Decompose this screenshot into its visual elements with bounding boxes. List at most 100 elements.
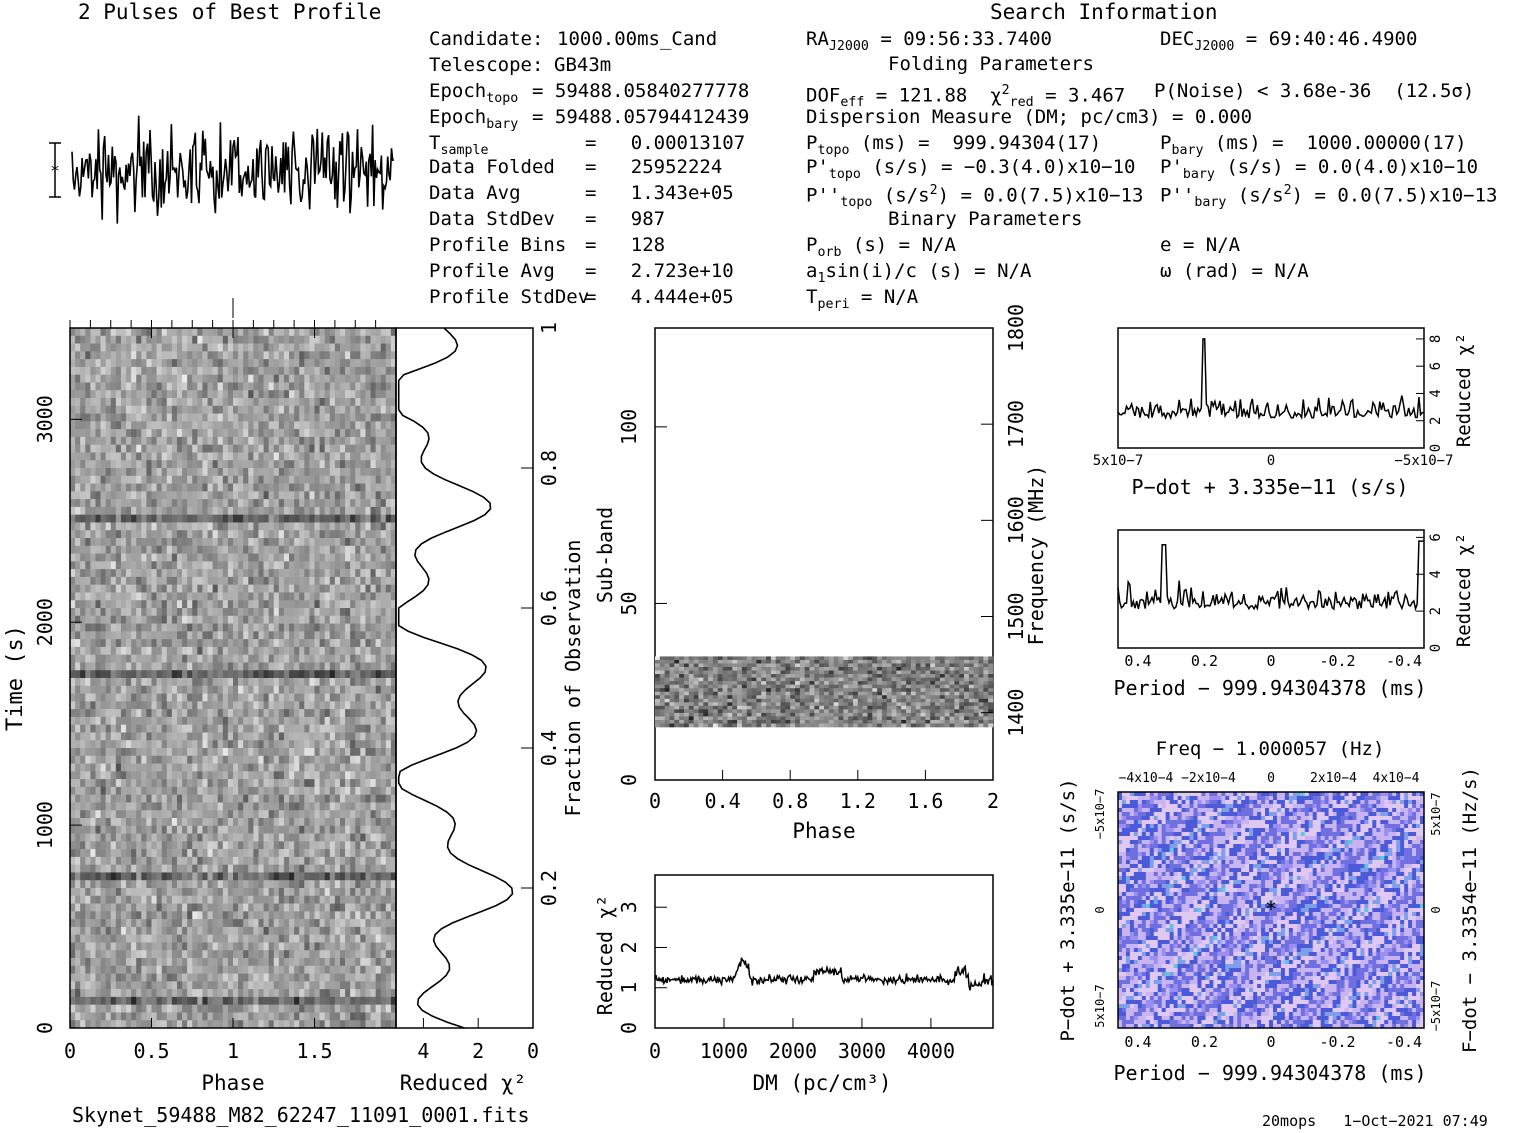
tp-cell bbox=[182, 499, 188, 508]
tp-cell bbox=[95, 631, 101, 640]
tp-cell bbox=[304, 584, 310, 593]
tp-cell bbox=[100, 919, 106, 928]
tp-cell bbox=[385, 538, 392, 547]
tp-cell bbox=[161, 398, 168, 407]
tp-cell bbox=[197, 615, 203, 624]
tp-cell bbox=[227, 716, 234, 725]
tp-cell bbox=[339, 576, 346, 585]
tp-cell bbox=[146, 499, 152, 508]
tp-cell bbox=[238, 335, 244, 344]
tp-cell bbox=[329, 670, 336, 679]
tp-cell bbox=[263, 615, 269, 624]
tp-cell bbox=[319, 631, 325, 640]
tp-cell bbox=[151, 545, 157, 554]
tp-cell bbox=[120, 849, 127, 858]
tp-cell bbox=[233, 833, 239, 842]
tp-cell bbox=[253, 779, 259, 788]
tp-cell bbox=[156, 895, 162, 904]
tp-cell bbox=[141, 818, 147, 827]
tp-cell bbox=[334, 398, 341, 407]
tp-cell bbox=[370, 514, 376, 523]
tp-cell bbox=[70, 631, 76, 640]
tp-cell bbox=[304, 841, 310, 850]
tp-cell bbox=[268, 888, 275, 897]
tp-cell bbox=[299, 444, 305, 453]
tp-cell bbox=[166, 366, 173, 375]
tp-cell bbox=[253, 545, 259, 554]
tp-cell bbox=[243, 576, 249, 585]
tp-cell bbox=[329, 335, 336, 344]
tp-cell bbox=[141, 553, 147, 562]
info-value: = 1.343e+05 bbox=[585, 182, 734, 204]
tp-cell bbox=[131, 833, 137, 842]
tp-cell bbox=[192, 600, 198, 609]
tp-cell bbox=[131, 335, 137, 344]
tp-cell bbox=[227, 506, 234, 515]
tp-cell bbox=[202, 670, 208, 679]
tp-cell bbox=[355, 833, 361, 842]
pdbary-line: P'bary (s/s) = 0.0(4.0)x10−10 bbox=[1160, 156, 1479, 182]
tp-cell bbox=[253, 382, 259, 391]
tp-cell bbox=[314, 693, 320, 702]
tp-cell bbox=[212, 398, 219, 407]
tp-cell bbox=[171, 351, 178, 360]
tp-cell bbox=[95, 483, 101, 492]
tp-cell bbox=[80, 888, 86, 897]
tp-cell bbox=[105, 864, 112, 873]
tp-cell bbox=[105, 639, 112, 648]
tp-cell bbox=[141, 755, 147, 764]
tp-cell bbox=[212, 366, 219, 375]
tp-cell bbox=[100, 849, 106, 858]
tp-cell bbox=[217, 343, 224, 352]
tp-cell bbox=[309, 670, 315, 679]
tp-cell bbox=[136, 468, 142, 477]
tp-cell bbox=[131, 724, 137, 733]
tp-cell bbox=[339, 755, 346, 764]
tp-cell bbox=[136, 693, 142, 702]
tp-cell bbox=[263, 755, 269, 764]
tp-cell bbox=[80, 576, 86, 585]
tp-cell bbox=[370, 833, 376, 842]
tp-cell bbox=[299, 701, 305, 710]
tp-cell bbox=[90, 693, 96, 702]
tp-cell bbox=[227, 740, 234, 749]
tp-cell bbox=[105, 833, 112, 842]
tp-cell bbox=[141, 678, 147, 687]
tp-cell bbox=[207, 849, 213, 858]
tp-cell bbox=[385, 491, 392, 500]
tp-cell bbox=[156, 530, 162, 539]
tp-cell bbox=[319, 786, 325, 795]
tp-cell bbox=[192, 701, 198, 710]
tp-cell bbox=[289, 452, 295, 461]
tp-cell bbox=[360, 732, 366, 741]
tp-cell bbox=[227, 701, 234, 710]
tp-cell bbox=[258, 413, 264, 422]
tp-cell bbox=[212, 716, 219, 725]
tp-cell bbox=[238, 545, 244, 554]
tp-cell bbox=[238, 670, 244, 679]
tp-cell bbox=[248, 880, 254, 889]
tp-cell bbox=[176, 405, 183, 414]
tp-cell bbox=[263, 483, 269, 492]
tp-cell bbox=[334, 576, 341, 585]
tp-cell bbox=[304, 919, 310, 928]
tp-cell bbox=[324, 802, 331, 811]
tp-cell bbox=[141, 903, 147, 912]
tp-cell bbox=[217, 359, 224, 368]
tp-cell bbox=[314, 569, 320, 578]
tp-cell bbox=[385, 662, 392, 671]
tp-cell bbox=[238, 786, 244, 795]
tp-cell bbox=[380, 685, 387, 694]
tp-cell bbox=[151, 592, 157, 601]
tp-cell bbox=[283, 553, 290, 562]
tp-cell bbox=[283, 639, 290, 648]
tp-cell bbox=[258, 849, 264, 858]
tp-cell bbox=[115, 600, 122, 609]
tp-cell bbox=[355, 670, 361, 679]
tp-cell bbox=[355, 771, 361, 780]
tp-cell bbox=[345, 654, 351, 663]
tp-cell bbox=[355, 856, 361, 865]
tp-cell bbox=[212, 631, 219, 640]
tp-cell bbox=[161, 748, 168, 757]
tp-cell bbox=[120, 864, 127, 873]
